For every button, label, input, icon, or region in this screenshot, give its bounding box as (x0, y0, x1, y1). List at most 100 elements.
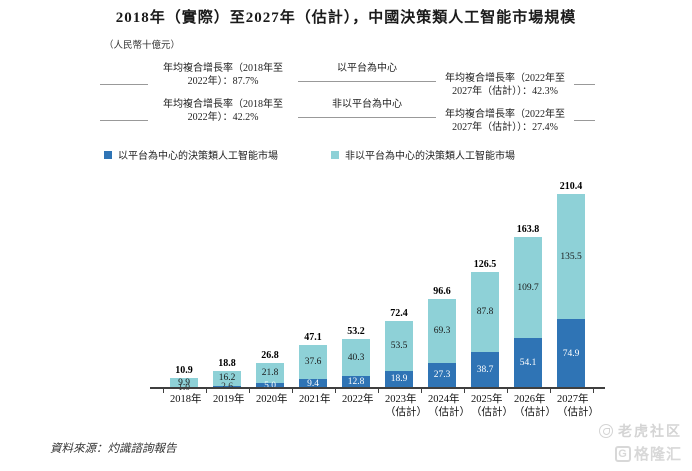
bar-segment-value-label: 2.6 (221, 381, 233, 392)
bar-segment-value-label: 12.8 (347, 377, 365, 388)
bar-segment-value-label: 74.9 (562, 348, 580, 359)
bar-total-label: 18.8 (218, 357, 236, 369)
x-axis-line (150, 387, 605, 393)
bar-segment-value-label: 87.8 (476, 307, 494, 317)
bar-segment-nonplatform: 37.6 (299, 344, 327, 380)
bar-segment-value-label: 109.7 (517, 282, 539, 293)
x-axis-tick (549, 389, 551, 393)
bar-group-2026年: 163.8 109.7 54.1 (514, 224, 542, 388)
legend-label-nonplatform: 非以平台為中心的決策類人工智能市場 (345, 151, 515, 162)
bar-segment-platform: 2.6 (213, 382, 241, 392)
bar-segment-nonplatform: 40.3 (342, 339, 370, 377)
chart-title: 2018年（實際）至2027年（估計），中國決策類人工智能市場規模 (115, 10, 577, 26)
gelonghui-watermark-text: 格隆汇 (633, 446, 682, 463)
x-axis-tick (420, 389, 422, 393)
bar-total-label: 210.4 (559, 181, 583, 193)
bar-segment-nonplatform: 9.9 (170, 377, 198, 388)
bar-group-2022年: 53.2 40.3 12.8 (342, 326, 370, 388)
annotation-connector-line (298, 117, 436, 118)
series-callout-label: 非以平台為中心 (332, 99, 402, 110)
cagr-right-platform: 年均複合增長率（2022年至 2027年（估計））：42.3% (436, 72, 574, 98)
x-axis-tick (506, 389, 508, 393)
cagr-right-nonplatform: 年均複合增長率（2022年至 2027年（估計））：27.4% (436, 108, 574, 134)
bar-segment-nonplatform: 109.7 (514, 237, 542, 339)
bar-segment-nonplatform: 135.5 (557, 194, 585, 320)
bar-chart-plot-area: 10.9 9.9 1.0 18.8 16.2 2.6 26.8 21.8 5.0 47.1 37.6… (150, 178, 610, 393)
gelonghui-watermark: G 格隆汇 (614, 443, 682, 464)
x-axis-label-2027年: 2027年 （估計） (557, 394, 599, 418)
annotation-connector-line (298, 81, 436, 82)
bar-total-label: 163.8 (516, 224, 540, 236)
bar-group-2018年: 10.9 9.9 1.0 (170, 365, 198, 393)
bar-segment-platform: 5.0 (256, 380, 284, 391)
bar-group-2020年: 26.8 21.8 5.0 (256, 350, 284, 391)
x-axis-label-2018年: 2018年 (170, 394, 202, 405)
x-axis-label-2026年: 2026年 （估計） (514, 394, 556, 418)
cagr-left-nonplatform: 年均複合增長率（2018年至 2022年）：42.2% (148, 98, 298, 124)
bar-total-label: 126.5 (473, 258, 497, 270)
bar-total-label: 53.2 (347, 326, 365, 338)
bar-segment-nonplatform: 87.8 (471, 271, 499, 353)
bar-segment-value-label: 40.3 (347, 352, 365, 363)
cagr-annotation-row-platform: 年均複合增長率（2018年至 2022年）：87.7% 以平台為中心 年均複合增… (100, 62, 595, 98)
bar-segment-value-label: 37.6 (304, 357, 322, 368)
bar-total-label: 96.6 (433, 286, 451, 298)
bar-segment-platform: 27.3 (428, 362, 456, 388)
x-axis-tick (205, 389, 207, 393)
bar-total-label: 26.8 (261, 350, 279, 362)
x-axis-label-2021年: 2021年 (299, 394, 331, 405)
bar-segment-value-label: 16.2 (218, 373, 236, 384)
legend-item-platform: 以平台為中心的決策類人工智能市場 (104, 147, 278, 162)
bar-segment-platform: 9.4 (299, 378, 327, 389)
bar-segment-value-label: 69.3 (433, 326, 451, 336)
bar-group-2023年: 72.4 53.5 18.9 (385, 308, 413, 388)
bar-total-label: 72.4 (390, 308, 408, 320)
cagr-annotation-row-nonplatform: 年均複合增長率（2018年至 2022年）：42.2% 非以平台為中心 年均複合… (100, 98, 595, 134)
bar-segment-value-label: 9.9 (178, 377, 190, 388)
gelonghui-logo-icon: G (614, 445, 631, 462)
bar-segment-value-label: 18.9 (390, 374, 408, 385)
cagr-text-line: 年均複合增長率（2022年至 (445, 109, 565, 120)
bar-segment-value-label: 21.8 (261, 368, 279, 379)
bar-segment-nonplatform: 53.5 (385, 321, 413, 371)
bar-segment-value-label: 27.3 (433, 370, 451, 381)
cagr-left-platform: 年均複合增長率（2018年至 2022年）：87.7% (148, 62, 298, 88)
tiger-community-watermark: 老虎社区 (599, 421, 682, 441)
series-callout-platform: 以平台為中心 (298, 62, 436, 82)
x-axis-label-2019年: 2019年 (213, 394, 245, 405)
annotation-connector-line (574, 120, 595, 121)
bar-segment-nonplatform: 16.2 (213, 370, 241, 386)
bar-segment-value-label: 53.5 (390, 341, 408, 352)
source-note: 資料來源：灼識諮詢報告 (50, 443, 177, 455)
x-axis-labels: 2018年 2019年 2020年 2021年 2022年 2023年 （估計） 2024年（… (150, 393, 610, 423)
chart-legend: 以平台為中心的決策類人工智能市場 非以平台為中心的決策類人工智能市場 (104, 147, 515, 162)
x-axis-label-2022年: 2022年 (342, 394, 374, 405)
x-axis-tick (463, 389, 465, 393)
series-callout-label: 以平台為中心 (337, 63, 397, 74)
x-axis-tick (248, 389, 250, 393)
annotation-connector-line (100, 84, 148, 85)
bar-segment-platform: 74.9 (557, 319, 585, 388)
bar-segment-value-label: 54.1 (519, 358, 537, 369)
bar-segment-value-label: 5.0 (264, 380, 276, 391)
bar-segment-platform: 12.8 (342, 376, 370, 388)
cagr-text-line: 2022年）：42.2% (187, 112, 259, 123)
cagr-text-line: 年均複合增長率（2022年至 (445, 73, 565, 84)
bar-total-label: 47.1 (304, 331, 322, 343)
x-axis-tick (162, 389, 164, 393)
x-axis-label-2023年: 2023年 （估計） (385, 394, 427, 418)
legend-swatch-nonplatform (331, 150, 339, 159)
x-axis-label-2024年: 2024年 （估計） (428, 394, 470, 418)
bar-segment-nonplatform: 69.3 (428, 299, 456, 363)
bar-segment-value-label: 9.4 (307, 378, 319, 389)
x-axis-tick (377, 389, 379, 393)
bar-group-2027年: 210.4 135.5 74.9 (557, 181, 585, 388)
cagr-text-line: 2027年（估計））：42.3% (452, 86, 558, 97)
bar-group-2021年: 47.1 37.6 9.4 (299, 331, 327, 389)
cagr-text-line: 年均複合增長率（2018年至 (163, 63, 283, 74)
unit-label: （人民幣十億元） (104, 41, 181, 51)
bar-segment-value-label: 135.5 (560, 251, 582, 262)
legend-swatch-platform (104, 150, 112, 159)
x-axis-label-2020年: 2020年 (256, 394, 288, 405)
